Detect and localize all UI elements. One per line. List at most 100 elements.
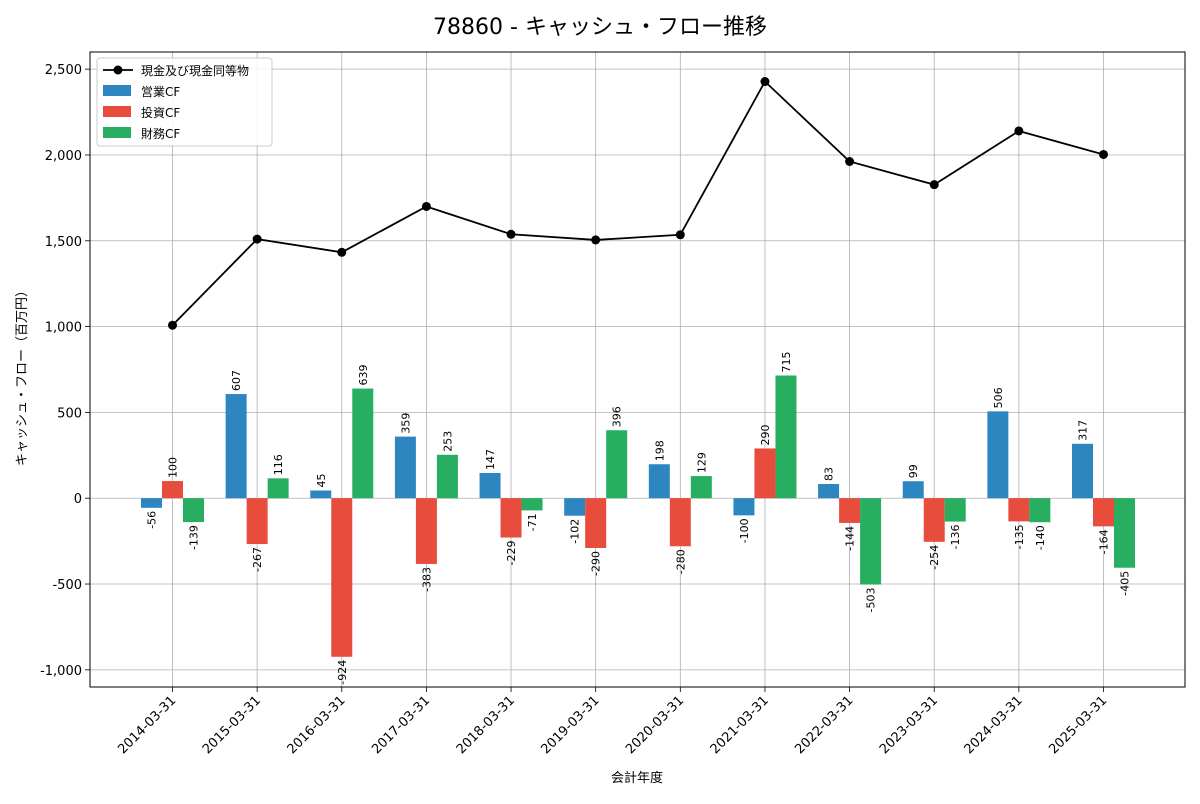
y-tick-label: 2,500 [45, 63, 82, 78]
chart-title: 78860 - キャッシュ・フロー推移 [433, 15, 767, 40]
cash-point [506, 229, 516, 239]
bar [141, 498, 162, 508]
bar [839, 498, 861, 523]
x-tick-label: 2016-03-31 [285, 693, 349, 757]
bar-value-label: 129 [695, 452, 708, 473]
legend-label: 財務CF [141, 126, 180, 141]
bar [1114, 498, 1135, 568]
bar [331, 498, 353, 657]
bar [1072, 443, 1093, 499]
bar [987, 411, 1009, 499]
bar-value-label: 607 [230, 370, 243, 391]
x-tick-label: 2021-03-31 [708, 693, 772, 757]
bar [669, 498, 691, 547]
bar-value-label: -405 [1119, 571, 1132, 596]
bar [564, 498, 586, 516]
bar-value-label: 100 [167, 457, 180, 478]
bar [902, 481, 924, 499]
bar-value-label: -144 [844, 526, 857, 551]
cash-point [421, 201, 431, 211]
cash-point [1014, 126, 1024, 136]
bar-value-label: 116 [272, 454, 285, 475]
legend-label: 現金及び現金同等物 [141, 63, 249, 78]
cash-point [929, 180, 939, 190]
bars [141, 375, 1135, 657]
bar-value-label: 639 [357, 365, 370, 386]
bar-value-label: 253 [441, 431, 454, 452]
bar [352, 388, 374, 499]
bar-value-label: -71 [526, 513, 539, 531]
line-series [168, 77, 1108, 330]
bar-value-label: -140 [1034, 525, 1047, 550]
y-tick-label: 1,500 [45, 235, 82, 250]
y-tick-label: -1,000 [40, 664, 82, 679]
bar-value-label: -136 [949, 525, 962, 550]
bar-value-label: 715 [780, 352, 793, 373]
y-axis-label: キャッシュ・フロー（百万円） [15, 284, 30, 466]
bar [944, 498, 966, 522]
y-tick-label: 500 [57, 406, 82, 421]
bar [246, 498, 268, 545]
bar-value-label: -139 [188, 525, 201, 550]
legend-swatch [103, 106, 131, 117]
x-axis-label: 会計年度 [611, 770, 663, 786]
cash-point [845, 156, 855, 166]
x-tick-label: 2025-03-31 [1046, 693, 1110, 757]
bar-value-label: -924 [336, 660, 349, 685]
bar [733, 498, 755, 516]
bar [267, 478, 289, 499]
x-tick-label: 2019-03-31 [538, 693, 602, 757]
bar-value-label: -102 [569, 519, 582, 544]
bar [394, 436, 416, 499]
bar [1093, 498, 1114, 527]
bar-value-label: -383 [420, 567, 433, 592]
x-tick-label: 2020-03-31 [623, 693, 687, 757]
y-tick-label: 0 [74, 492, 82, 507]
bar [162, 481, 183, 499]
y-tick-label: 1,000 [45, 321, 82, 336]
bar-value-label: 147 [484, 449, 497, 470]
bar [1008, 498, 1030, 522]
x-tick-label: 2023-03-31 [877, 693, 941, 757]
bar [415, 498, 437, 564]
cash-point [675, 230, 685, 240]
cash-point [591, 235, 601, 245]
cash-point [1099, 149, 1108, 159]
legend-swatch [103, 127, 131, 138]
bar-value-label: 506 [992, 387, 1005, 408]
bar [690, 476, 712, 499]
bar [1029, 498, 1051, 523]
bar [500, 498, 522, 538]
x-tick-label: 2024-03-31 [962, 693, 1026, 757]
bar-value-label: -503 [865, 588, 878, 613]
bar [479, 472, 501, 499]
y-tick-label: -500 [52, 578, 82, 593]
bar-value-label: 83 [823, 467, 836, 481]
cash-line [171, 80, 1104, 326]
bar-value-label: -164 [1098, 529, 1111, 554]
x-tick-label: 2014-03-31 [115, 693, 179, 757]
bar-value-label: -290 [590, 551, 603, 576]
bar [648, 464, 670, 499]
x-tick-label: 2017-03-31 [369, 693, 433, 757]
bar-value-label: -280 [674, 549, 687, 574]
bar [521, 498, 543, 511]
bar-value-label: 317 [1077, 420, 1090, 441]
cash-point [337, 247, 347, 257]
bar-value-label: -267 [251, 547, 264, 572]
bar-value-label: 198 [653, 440, 666, 461]
bar [436, 454, 458, 499]
legend-swatch [103, 85, 131, 96]
bar [606, 430, 628, 499]
bar [225, 394, 247, 499]
bar [923, 498, 945, 542]
bar [310, 490, 332, 499]
legend-box [96, 57, 273, 147]
plot-frame [89, 51, 1186, 688]
data-labels: -56 607 45 359 147 -102 198 -100 83 99 506 317 100 -2… [146, 352, 1132, 685]
bar-value-label: 396 [611, 406, 624, 427]
x-tick-label: 2015-03-31 [200, 693, 264, 757]
bar-value-label: 99 [907, 464, 920, 478]
